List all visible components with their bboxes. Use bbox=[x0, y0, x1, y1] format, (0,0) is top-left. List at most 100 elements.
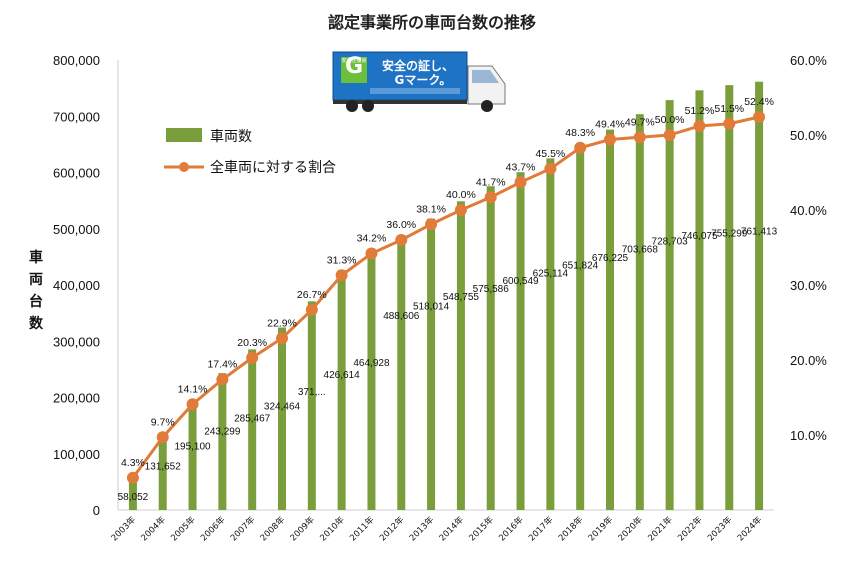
ratio-value-label: 38.1% bbox=[416, 203, 446, 215]
bar-value-label: 703,668 bbox=[622, 244, 659, 255]
bar-value-label: 600,549 bbox=[502, 276, 539, 287]
x-tick-label: 2008年 bbox=[258, 514, 287, 543]
bar-value-label: 676,225 bbox=[592, 253, 629, 264]
left-tick-label: 100,000 bbox=[53, 447, 100, 462]
ratio-value-label: 49.7% bbox=[625, 116, 655, 128]
ratio-value-label: 41.7% bbox=[476, 176, 506, 188]
x-axis-ticks: 2003年 2004年 2005年 2006年 2007年 2008年 2009年 2010年… bbox=[109, 514, 765, 543]
truck-illustration: G 安全性優良 安全の証し、 Gマーク。 bbox=[332, 51, 506, 112]
x-tick-label: 2024年 bbox=[735, 514, 764, 543]
line-series bbox=[126, 111, 766, 484]
ratio-value-label: 31.3% bbox=[327, 254, 357, 266]
ratio-value-label: 20.3% bbox=[237, 337, 267, 349]
ratio-value-label: 40.0% bbox=[446, 189, 476, 201]
legend-bar-label: 車両数 bbox=[210, 128, 252, 145]
right-axis: 10.0% 20.0% 30.0% 40.0% 50.0% 60.0% bbox=[790, 53, 827, 443]
ratio-point-2010年 bbox=[335, 269, 348, 282]
bar-2004年 bbox=[158, 435, 167, 510]
x-tick-label: 2014年 bbox=[437, 514, 466, 543]
bar-2017年 bbox=[546, 158, 555, 511]
truck-badge bbox=[341, 57, 367, 83]
ratio-value-label: 52.4% bbox=[744, 96, 774, 108]
bar-value-label: 548,755 bbox=[443, 292, 480, 303]
ratio-point-2009年 bbox=[305, 303, 318, 316]
bar-2014年 bbox=[456, 201, 465, 510]
bar-2005年 bbox=[188, 400, 197, 510]
ratio-point-2005年 bbox=[186, 398, 199, 411]
y-axis-title: 車両台数 bbox=[29, 249, 44, 332]
bar-2010年 bbox=[337, 270, 346, 510]
ratio-value-label: 48.3% bbox=[565, 127, 595, 139]
bar-value-label: 58,052 bbox=[118, 492, 149, 503]
x-tick-label: 2013年 bbox=[407, 514, 436, 543]
bar-2007年 bbox=[248, 349, 257, 510]
bar-2015年 bbox=[486, 186, 495, 510]
ratio-point-2019年 bbox=[604, 133, 616, 146]
bar-value-label: 243,299 bbox=[204, 427, 241, 438]
x-tick-label: 2018年 bbox=[556, 514, 585, 543]
bar-value-label: 625,114 bbox=[533, 269, 569, 280]
legend-bar-swatch bbox=[166, 128, 202, 142]
ratio-value-label: 50.0% bbox=[655, 114, 685, 126]
bar-2006年 bbox=[218, 373, 227, 510]
right-tick-label: 30.0% bbox=[790, 278, 827, 293]
ratio-value-label: 43.7% bbox=[506, 161, 536, 173]
ratio-value-label: 51.2% bbox=[685, 105, 715, 117]
ratio-value-label: 26.7% bbox=[297, 289, 327, 301]
bar-2023年 bbox=[725, 85, 734, 510]
x-tick-label: 2023年 bbox=[705, 514, 734, 543]
bar-2018年 bbox=[576, 143, 585, 510]
right-tick-label: 40.0% bbox=[790, 203, 827, 218]
ratio-point-2004年 bbox=[156, 431, 169, 444]
x-tick-label: 2010年 bbox=[318, 514, 347, 543]
ratio-value-label: 9.7% bbox=[151, 416, 175, 428]
ratio-point-2018年 bbox=[574, 141, 587, 154]
ratio-point-2007年 bbox=[246, 351, 259, 364]
left-tick-label: 500,000 bbox=[53, 222, 100, 237]
left-axis: 0 100,000 200,000 300,000 400,000 500,000 600,… bbox=[53, 53, 774, 518]
ratio-value-label: 22.9% bbox=[267, 317, 297, 329]
bar-2003年 bbox=[128, 477, 137, 510]
x-tick-label: 2007年 bbox=[228, 514, 257, 543]
bar-value-label: 651,824 bbox=[562, 260, 599, 271]
x-tick-label: 2021年 bbox=[646, 514, 675, 543]
x-tick-label: 2017年 bbox=[526, 514, 555, 543]
legend-line-label: 全車両に対する割合 bbox=[210, 159, 336, 176]
ratio-point-2013年 bbox=[425, 218, 438, 231]
right-tick-label: 50.0% bbox=[790, 128, 827, 143]
bar-2019年 bbox=[606, 129, 614, 510]
truck-logo-text-line1: 安全の証し、 bbox=[382, 58, 454, 73]
bar-value-label: 488,606 bbox=[383, 311, 420, 322]
bar-value-label: 746,075 bbox=[681, 231, 718, 242]
ratio-point-2008年 bbox=[276, 332, 288, 345]
bar-value-label: 131,652 bbox=[145, 461, 182, 472]
bar-2008年 bbox=[278, 327, 286, 510]
ratio-value-label: 36.0% bbox=[386, 219, 416, 231]
ratio-value-label: 49.4% bbox=[595, 119, 625, 131]
x-tick-label: 2015年 bbox=[467, 514, 496, 543]
ratio-value-label: 17.4% bbox=[207, 359, 237, 371]
bar-value-label: 464,928 bbox=[353, 358, 390, 369]
bar-value-label: 728,703 bbox=[652, 237, 689, 248]
left-tick-label: 600,000 bbox=[53, 166, 100, 181]
ratio-point-2012年 bbox=[395, 234, 408, 246]
legend: 車両数 全車両に対する割合 bbox=[164, 128, 336, 176]
x-tick-label: 2011年 bbox=[347, 514, 376, 543]
x-tick-label: 2019年 bbox=[586, 514, 615, 543]
bar-2020年 bbox=[635, 114, 644, 510]
bar-2021年 bbox=[665, 100, 674, 511]
ratio-point-2017年 bbox=[544, 162, 557, 175]
y-axis-title-char: 台 bbox=[29, 293, 43, 310]
truck-badge-text: 安全性優良 bbox=[341, 57, 366, 64]
bar-value-label: 518,014 bbox=[413, 302, 450, 313]
ratio-point-2021年 bbox=[663, 129, 676, 141]
ratio-value-label: 14.1% bbox=[178, 383, 208, 395]
ratio-line bbox=[131, 115, 760, 479]
truck-logo-text-line2: Gマーク。 bbox=[395, 73, 452, 87]
bar-value-label: 426,614 bbox=[324, 370, 361, 381]
y-axis-title-char: 車 bbox=[29, 249, 43, 266]
x-tick-label: 2020年 bbox=[616, 514, 645, 543]
bar-2016年 bbox=[516, 172, 525, 510]
bar-value-label: 324,464 bbox=[264, 402, 301, 413]
